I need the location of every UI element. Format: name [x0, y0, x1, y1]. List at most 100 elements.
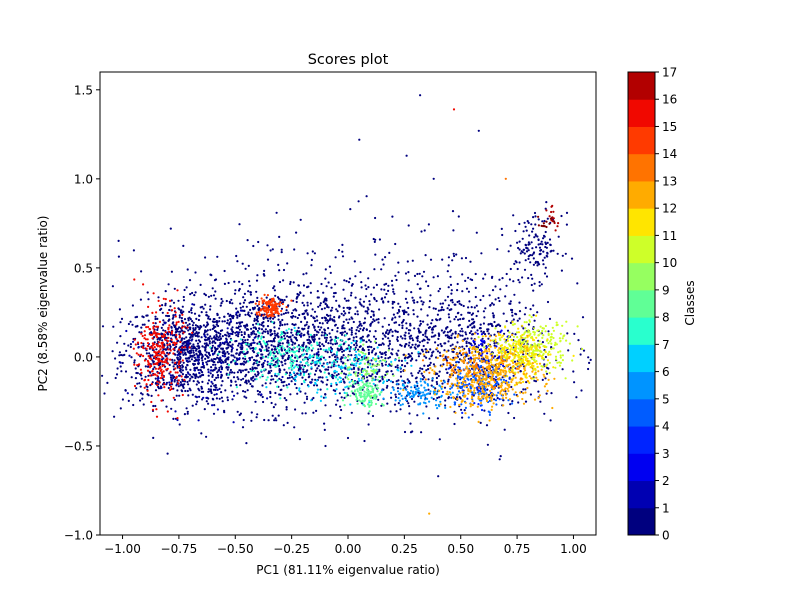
scatter-point	[384, 357, 387, 360]
scatter-point	[487, 393, 491, 397]
scatter-point	[232, 354, 235, 357]
scatter-point	[464, 279, 467, 282]
scatter-point	[448, 330, 452, 333]
scatter-point	[218, 316, 221, 319]
scatter-point	[181, 378, 184, 381]
scatter-point	[535, 362, 539, 365]
scatter-point	[223, 282, 226, 285]
scatter-point	[459, 330, 462, 333]
scatter-point	[519, 351, 522, 354]
scatter-point	[269, 352, 272, 355]
scatter-point	[300, 349, 304, 352]
scatter-point	[334, 389, 337, 392]
scatter-point	[194, 291, 197, 294]
scatter-point	[418, 272, 421, 275]
scatter-point	[324, 334, 327, 337]
scatter-point	[422, 412, 425, 415]
scatter-point	[345, 280, 348, 283]
scatter-point	[129, 320, 132, 323]
scatter-point	[204, 325, 207, 328]
scatter-point	[387, 378, 390, 382]
scatter-point	[480, 252, 483, 255]
scatter-point	[124, 389, 127, 392]
scatter-point	[454, 315, 458, 318]
scatter-point	[283, 397, 286, 400]
scatter-point	[265, 386, 268, 389]
scatter-point	[252, 338, 255, 342]
scatter-point	[540, 283, 543, 286]
scatter-point	[169, 305, 172, 308]
scatter-point	[314, 378, 317, 381]
scatter-point	[190, 375, 193, 378]
scatter-point	[432, 307, 435, 310]
scatter-point	[243, 299, 247, 302]
scatter-point	[294, 315, 297, 318]
scatter-point	[363, 390, 366, 393]
scatter-point	[280, 348, 283, 351]
scatter-point	[513, 393, 516, 396]
scatter-point	[344, 312, 347, 315]
scatter-point	[396, 382, 399, 385]
scatter-point	[197, 362, 200, 366]
scatter-point	[392, 388, 395, 391]
scatter-point	[375, 299, 378, 303]
scatter-point	[343, 330, 347, 333]
scatter-point	[422, 338, 425, 341]
scatter-point	[446, 270, 449, 273]
scatter-point	[341, 255, 345, 258]
scatter-point	[516, 336, 519, 339]
scatter-point	[425, 280, 428, 283]
scatter-point	[290, 315, 293, 318]
scatter-point	[161, 311, 164, 314]
scatter-point	[186, 380, 189, 384]
scatter-point	[407, 344, 410, 347]
scatter-point	[356, 326, 359, 329]
scatter-point	[295, 300, 298, 304]
scatter-point	[458, 366, 461, 369]
scatter-point	[401, 326, 404, 330]
scatter-point	[298, 389, 301, 392]
scatter-point	[185, 375, 188, 378]
scatter-point	[314, 364, 317, 367]
scatter-point	[117, 255, 120, 258]
scatter-point	[515, 261, 518, 264]
scatter-point	[477, 310, 480, 313]
scatter-point	[139, 298, 142, 301]
scatter-point	[192, 343, 195, 346]
scatter-point	[250, 419, 253, 422]
scatter-point	[420, 431, 423, 434]
scatter-point	[236, 376, 239, 379]
scatter-point	[550, 338, 553, 341]
scatter-point	[526, 357, 529, 360]
scatter-point	[482, 310, 485, 313]
scatter-point	[503, 349, 506, 352]
scatter-point	[274, 334, 277, 337]
scatter-point	[226, 399, 229, 402]
scatter-point	[194, 376, 197, 380]
scatter-point	[162, 323, 165, 326]
scatter-point	[404, 381, 407, 384]
scatter-point	[200, 311, 203, 314]
scatter-point	[446, 336, 449, 339]
scatter-point	[537, 390, 540, 393]
scatter-point	[505, 284, 508, 287]
scatter-point	[456, 289, 459, 292]
scatter-point	[304, 309, 307, 312]
scatter-point	[287, 339, 290, 342]
scatter-point	[221, 360, 224, 363]
scatter-point	[394, 330, 398, 333]
scatter-point	[384, 363, 387, 366]
scatter-point	[370, 346, 373, 349]
scatter-point	[358, 386, 361, 389]
scatter-point	[437, 309, 440, 312]
scatter-point	[134, 325, 137, 328]
scatter-point	[494, 340, 497, 343]
scatter-point	[474, 377, 477, 380]
scatter-point	[214, 341, 217, 345]
scatter-point	[184, 353, 187, 356]
scatter-point	[182, 244, 185, 247]
scatter-point	[432, 325, 435, 328]
scatter-point	[450, 292, 453, 295]
scatter-point	[106, 381, 109, 384]
